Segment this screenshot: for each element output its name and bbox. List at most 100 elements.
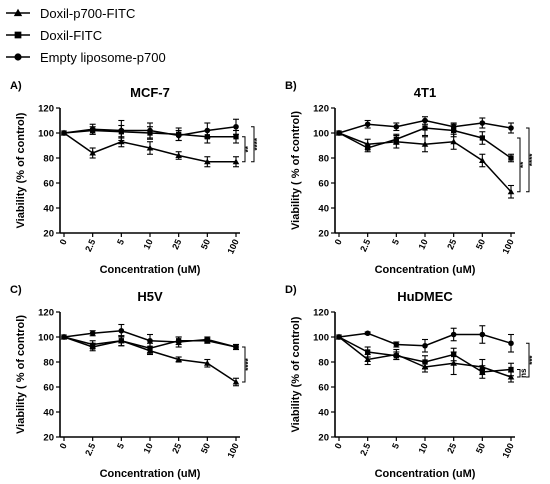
data-point-circle [233,123,239,130]
y-axis-label: Viability ( % of control) [290,111,302,230]
x-tick-label: 10 [142,442,155,455]
y-tick-label: 60 [318,179,329,190]
legend-triangle-marker [13,8,23,17]
x-axis-label: Concentration (uM) [375,264,476,276]
x-tick-label: 25 [170,442,183,455]
chart-mcf7: A) MCF-7 20 40 60 80 100 120 0 2.5 5 10 25 50 100 Conce… [10,80,262,276]
data-point-square [393,353,399,359]
panel-mcf7: A) MCF-7 20 40 60 80 100 120 0 2.5 5 10 25 50 100 Conce… [0,75,275,280]
data-point-circle [393,123,400,130]
data-point-square [479,369,485,375]
chart-hudmec: D) HuDMEC 20 40 60 80 100 120 0 2.5 5 10 25 50 100 Conc… [285,284,537,480]
x-tick-label: 25 [170,238,183,251]
x-tick-label: 100 [225,238,240,256]
x-tick-label: 50 [199,238,212,251]
y-tick-label: 40 [318,408,329,419]
x-tick-label: 2.5 [83,442,97,458]
panel-4t1: B) 4T1 20 40 60 80 100 120 0 2.5 5 10 25 50 100 Concent… [275,75,550,280]
x-tick-label: 5 [115,238,126,247]
y-axis-label: Viability (% of control) [290,316,302,432]
series-triangle [60,129,240,168]
y-tick-label: 120 [38,104,54,115]
data-point-square [365,349,371,355]
data-point-circle [508,340,514,347]
series-triangle [335,129,515,199]
x-tick-label: 100 [500,238,515,256]
data-point-square [508,155,514,161]
panel-letter: A) [10,80,22,92]
data-point-square [451,351,457,358]
legend-graphic: Doxil-p700-FITC Doxil-FITC Empty liposome-… [6,6,166,65]
y-tick-label: 80 [43,358,54,369]
data-point-square [365,145,371,151]
x-tick-label: 5 [390,442,401,451]
x-tick-label: 2.5 [83,238,97,254]
significance-bracket [517,369,521,378]
data-point-circle [422,117,428,124]
series-circle [336,116,514,136]
chart-4t1: B) 4T1 20 40 60 80 100 120 0 2.5 5 10 25 50 100 Concent… [285,80,537,276]
data-point-triangle [232,158,240,165]
significance-bracket [251,126,255,163]
y-axis-label: Viability ( % of control) [15,315,27,434]
data-point-square [118,338,124,344]
data-point-circle [147,127,153,134]
data-point-circle [233,344,239,350]
data-point-circle [336,130,342,136]
y-tick-label: 60 [43,179,54,190]
data-point-circle [204,127,211,134]
y-tick-label: 20 [43,229,54,240]
data-point-square [422,125,428,131]
data-point-triangle [89,149,96,156]
legend-circle-marker [14,53,22,61]
data-point-triangle [175,152,182,158]
significance-bracket [517,137,521,193]
x-tick-label: 5 [115,442,126,451]
y-tick-label: 100 [313,333,329,344]
data-point-circle [422,342,428,349]
data-point-circle [118,327,125,334]
significance-bracket [242,346,246,383]
panel-h5v: C) H5V 20 40 60 80 100 120 0 2.5 5 10 25 50 100 Concent… [0,279,275,484]
panel-letter: B) [285,80,297,92]
x-tick-label: 50 [474,442,487,455]
y-tick-label: 80 [43,154,54,165]
data-point-circle [450,123,457,130]
y-tick-label: 60 [43,383,54,394]
data-point-square [393,136,399,142]
x-axis-label: Concentration (uM) [100,468,201,480]
chart-legend: Doxil-p700-FITC Doxil-FITC Empty liposome-… [0,0,260,75]
x-tick-label: 50 [199,442,212,455]
data-point-circle [393,341,400,348]
chart-title: MCF-7 [130,85,170,100]
data-point-circle [336,334,342,340]
chart-title: 4T1 [414,85,436,100]
data-point-circle [508,125,514,131]
y-tick-label: 20 [43,433,54,444]
data-point-circle [89,330,96,337]
data-point-circle [175,339,182,345]
legend-label: Doxil-p700-FITC [40,6,135,21]
data-point-circle [204,336,211,343]
x-tick-label: 0 [58,238,69,247]
x-tick-label: 10 [417,238,430,251]
chart-title: HuDMEC [397,289,453,304]
data-point-circle [61,334,67,340]
x-axis-label: Concentration (uM) [100,264,201,276]
data-point-circle [175,132,182,139]
y-tick-label: 120 [38,308,54,319]
y-tick-label: 120 [313,308,329,319]
data-point-triangle [146,144,154,151]
data-point-circle [450,331,457,338]
series-square [336,334,514,379]
significance-bracket [526,127,530,193]
panel-letter: C) [10,284,22,296]
data-point-triangle [450,138,457,145]
data-point-triangle [204,158,211,165]
data-point-circle [147,337,153,344]
data-point-triangle [421,140,429,147]
data-point-circle [479,331,486,338]
y-tick-label: 40 [43,408,54,419]
data-point-triangle [479,157,486,163]
x-tick-label: 100 [225,442,240,460]
